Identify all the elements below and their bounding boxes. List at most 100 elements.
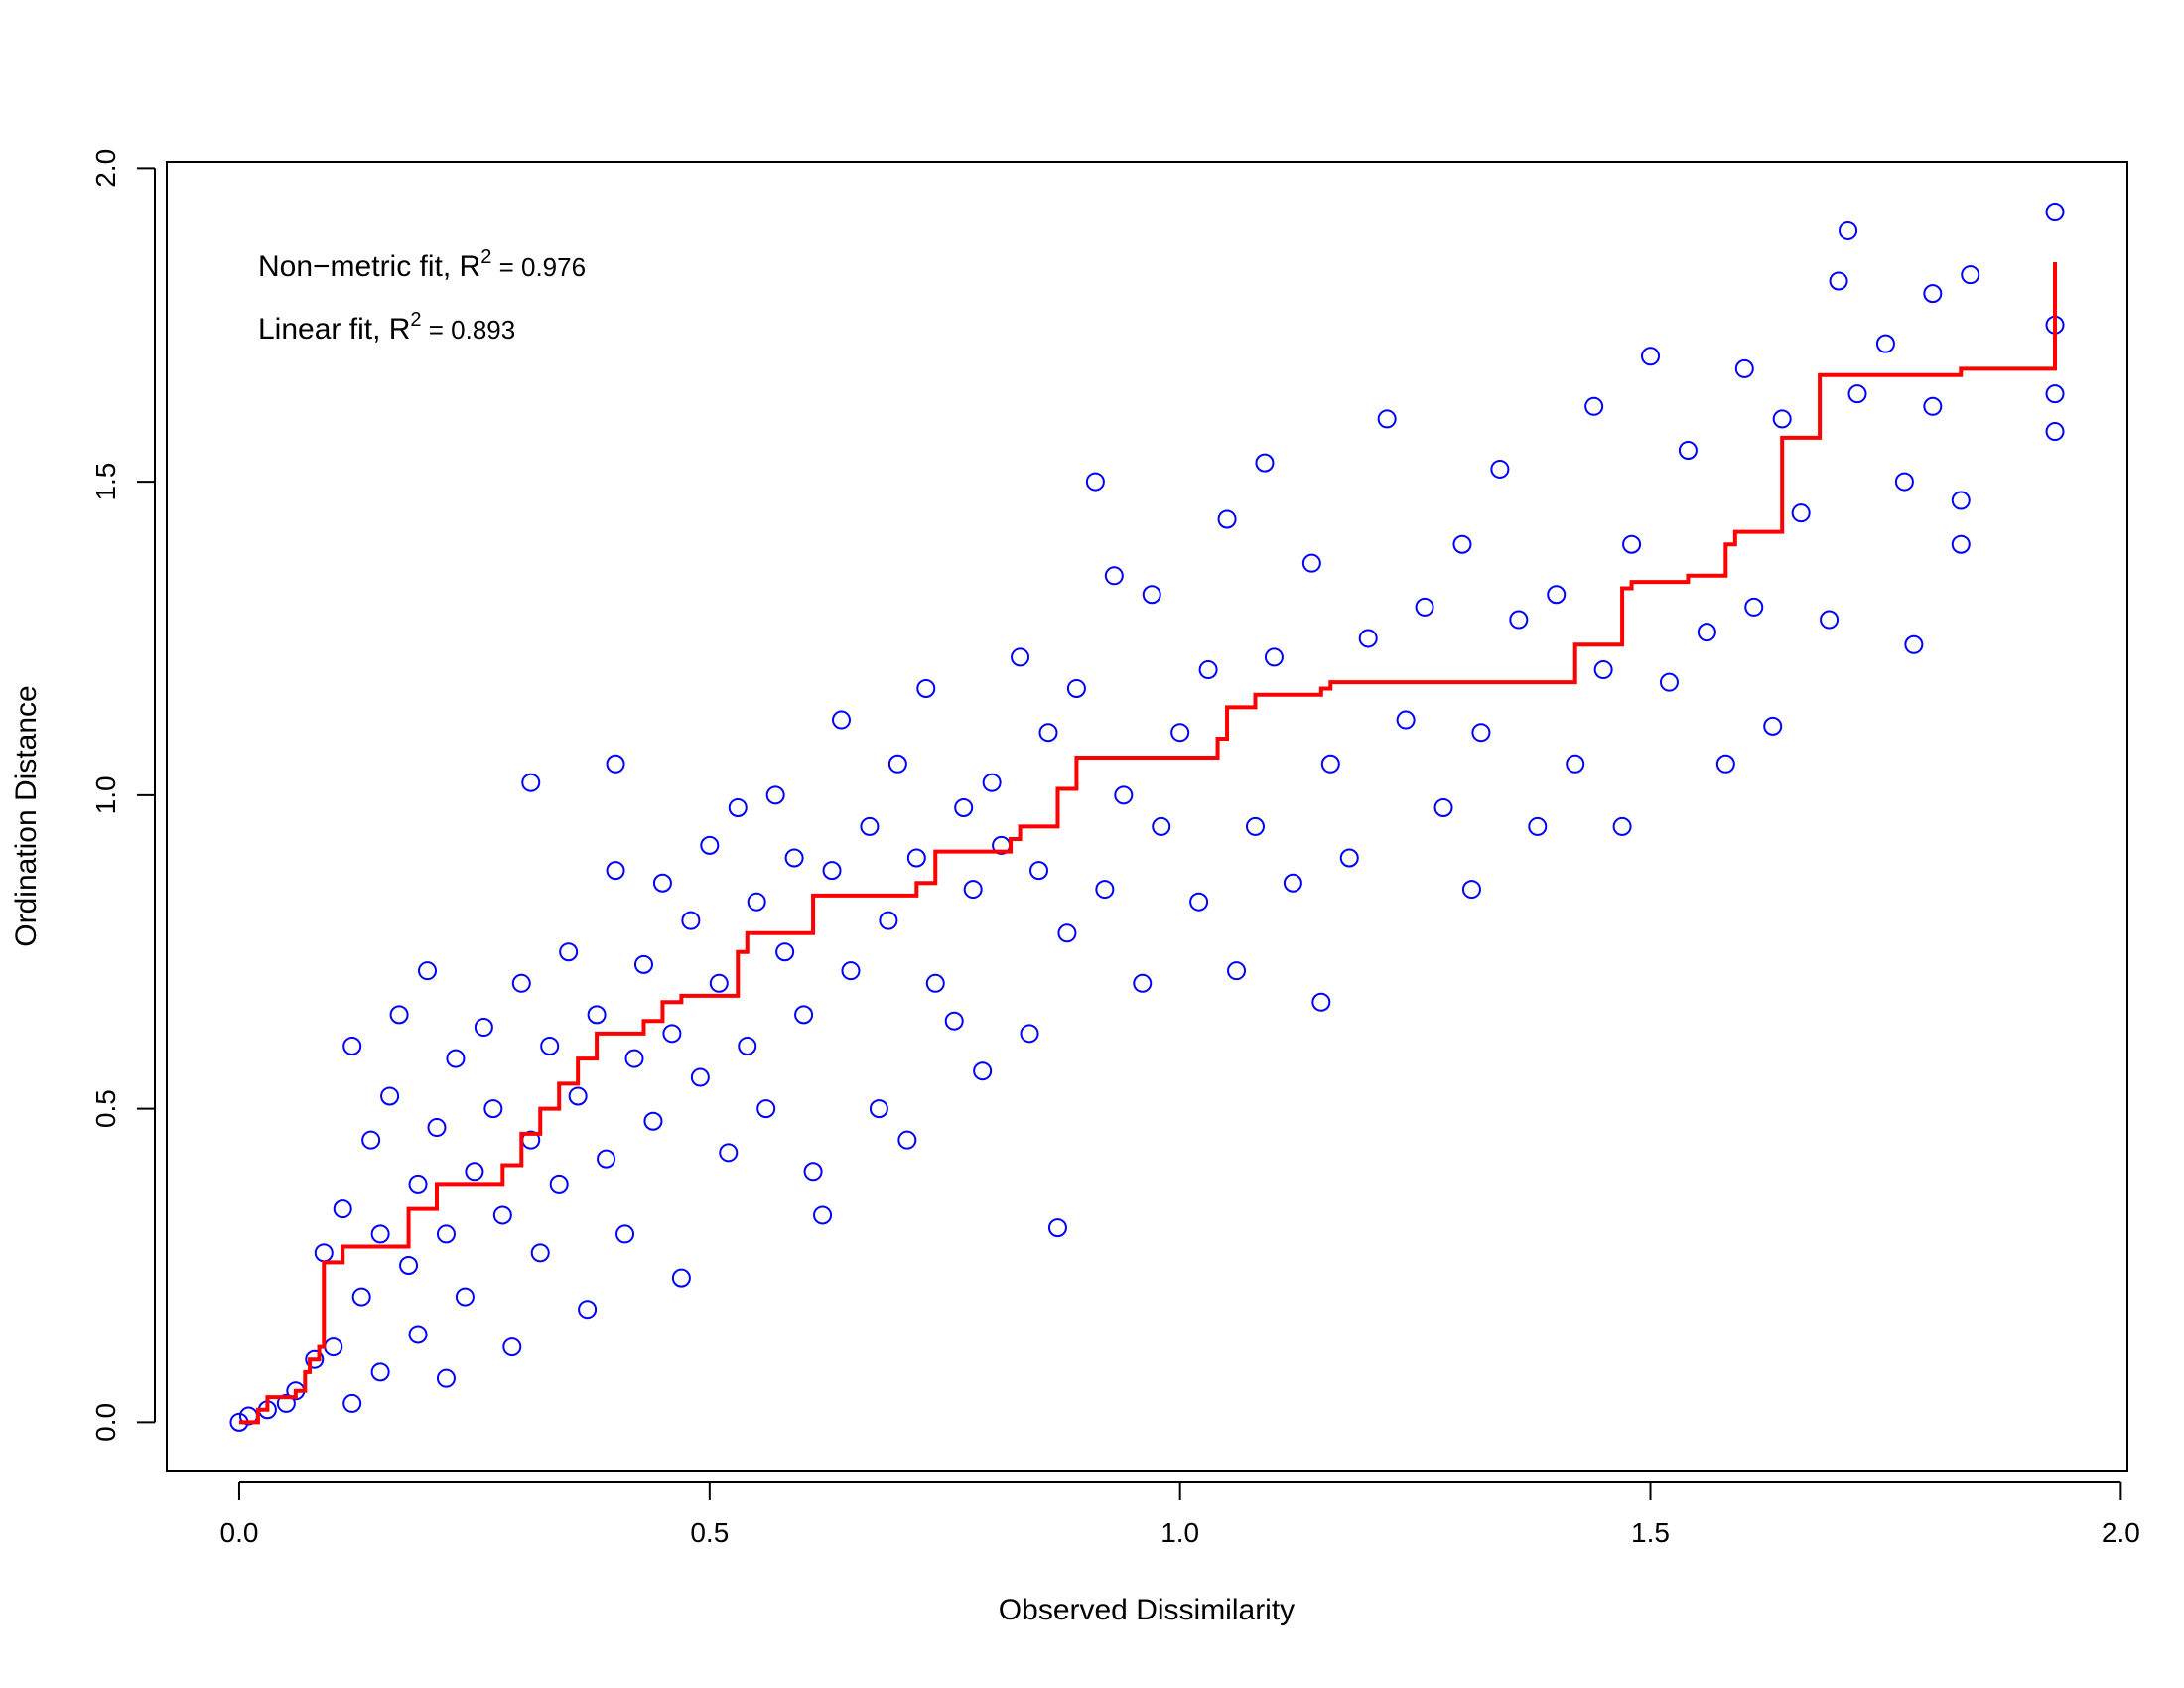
point bbox=[2045, 384, 2065, 404]
point bbox=[1923, 284, 1943, 304]
point bbox=[502, 1337, 522, 1357]
point bbox=[333, 1199, 352, 1219]
point bbox=[1320, 754, 1340, 774]
y-tick-label: 1.0 bbox=[90, 775, 121, 814]
point bbox=[982, 773, 1002, 792]
point bbox=[652, 873, 672, 893]
point bbox=[1047, 1218, 1067, 1238]
point bbox=[747, 892, 766, 912]
point bbox=[1847, 384, 1867, 404]
point bbox=[465, 1162, 484, 1182]
point bbox=[370, 1362, 390, 1382]
plot-box bbox=[166, 161, 2128, 1472]
point bbox=[813, 1205, 833, 1225]
x-tick-label: 0.5 bbox=[690, 1517, 729, 1548]
point bbox=[408, 1174, 428, 1194]
point bbox=[709, 973, 729, 993]
point bbox=[1875, 334, 1895, 353]
point bbox=[483, 1099, 503, 1119]
point bbox=[719, 1143, 739, 1163]
annotation-text: Non−metric fit, R bbox=[258, 250, 480, 283]
point bbox=[399, 1255, 419, 1275]
point bbox=[305, 1349, 325, 1369]
point bbox=[700, 835, 720, 855]
point bbox=[756, 1099, 776, 1119]
point bbox=[879, 911, 898, 930]
point bbox=[1584, 396, 1604, 416]
point bbox=[1170, 723, 1190, 743]
point bbox=[530, 1243, 550, 1263]
point bbox=[1038, 723, 1058, 743]
point bbox=[671, 1268, 691, 1288]
point bbox=[342, 1036, 362, 1055]
point bbox=[521, 773, 541, 792]
point bbox=[738, 1036, 757, 1055]
point bbox=[1923, 396, 1943, 416]
step-line bbox=[238, 262, 2058, 1425]
point bbox=[1461, 880, 1481, 900]
annotation-text: Linear fit, R bbox=[258, 313, 410, 346]
point bbox=[1697, 623, 1716, 642]
point bbox=[511, 973, 531, 993]
point bbox=[446, 1049, 466, 1068]
x-axis-label: Observed Dissimilarity bbox=[999, 1594, 1295, 1626]
point bbox=[1772, 409, 1792, 429]
point bbox=[1904, 634, 1924, 654]
point bbox=[615, 1224, 635, 1244]
point bbox=[775, 942, 795, 962]
point bbox=[1715, 754, 1735, 774]
point bbox=[342, 1393, 362, 1413]
point bbox=[1377, 409, 1397, 429]
point bbox=[1011, 647, 1030, 667]
point bbox=[1951, 534, 1971, 554]
annotation: Non−metric fit, R2 = 0.976 bbox=[258, 246, 586, 283]
point bbox=[633, 954, 653, 974]
point bbox=[954, 797, 974, 817]
point bbox=[549, 1174, 569, 1194]
point bbox=[897, 1130, 917, 1150]
point bbox=[370, 1224, 390, 1244]
point bbox=[1763, 716, 1783, 736]
point bbox=[597, 1149, 616, 1169]
x-tick-label: 2.0 bbox=[2102, 1517, 2140, 1548]
point bbox=[887, 754, 907, 774]
point bbox=[690, 1067, 710, 1087]
point bbox=[351, 1287, 371, 1307]
point bbox=[1396, 710, 1416, 730]
point bbox=[1433, 797, 1453, 817]
x-tick-label: 1.5 bbox=[1631, 1517, 1670, 1548]
point bbox=[1104, 566, 1124, 586]
point bbox=[1085, 472, 1105, 492]
point bbox=[765, 785, 785, 805]
point bbox=[1255, 453, 1275, 473]
point bbox=[606, 861, 625, 881]
point bbox=[662, 1024, 682, 1044]
y-tick-label: 0.5 bbox=[90, 1089, 121, 1128]
x-tick-label: 1.0 bbox=[1160, 1517, 1199, 1548]
point bbox=[1820, 610, 1840, 630]
point bbox=[1152, 816, 1171, 836]
point bbox=[1961, 265, 1980, 285]
annotation-suffix: = 0.893 bbox=[422, 315, 516, 345]
point bbox=[925, 973, 945, 993]
point bbox=[276, 1393, 296, 1413]
point bbox=[681, 911, 701, 930]
y-axis-label: Ordination Distance bbox=[10, 685, 43, 946]
point bbox=[1066, 678, 1086, 698]
point bbox=[944, 1011, 964, 1031]
point bbox=[1566, 754, 1585, 774]
point bbox=[1283, 873, 1302, 893]
point bbox=[1227, 961, 1247, 981]
point bbox=[963, 880, 983, 900]
point bbox=[1142, 585, 1161, 605]
point bbox=[803, 1162, 823, 1182]
point bbox=[1095, 880, 1115, 900]
point bbox=[1198, 660, 1218, 680]
point bbox=[1839, 220, 1858, 240]
point bbox=[1547, 585, 1567, 605]
point bbox=[418, 961, 438, 981]
annotation-superscript: 2 bbox=[480, 246, 491, 268]
point bbox=[436, 1368, 456, 1388]
point bbox=[1509, 610, 1529, 630]
point bbox=[1744, 597, 1764, 617]
